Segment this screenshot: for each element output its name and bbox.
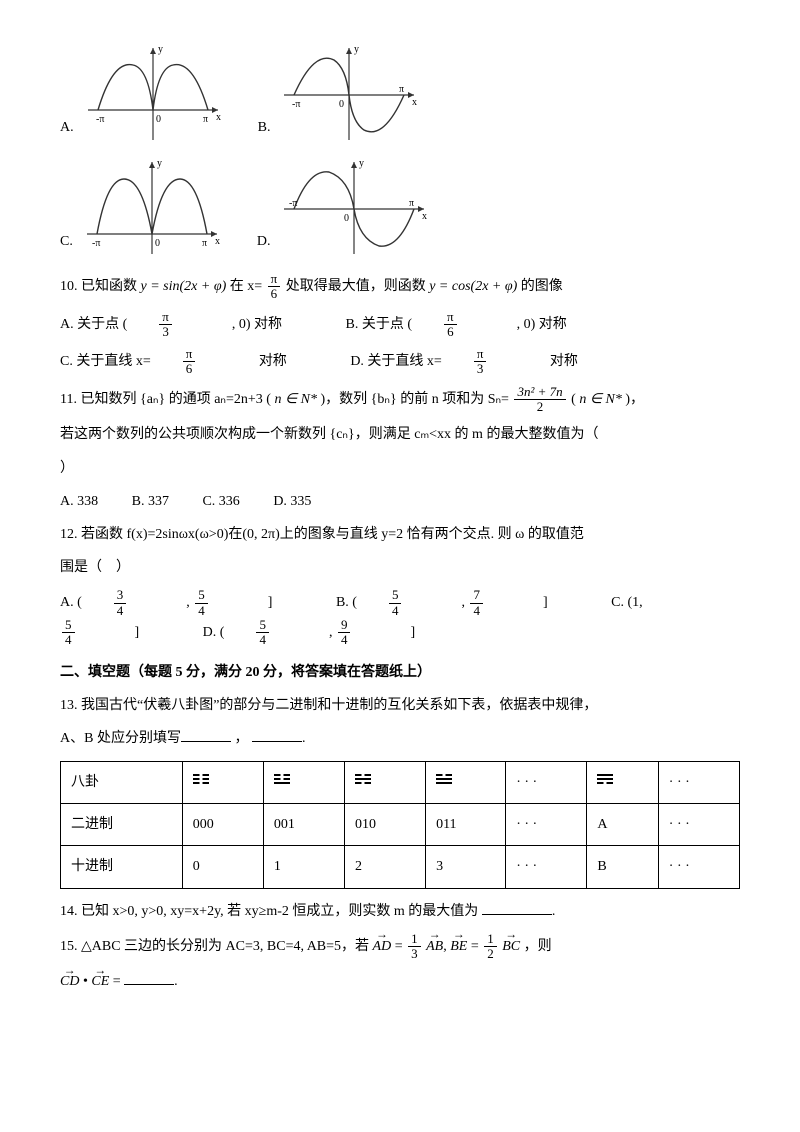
- q9-option-c: C. y -π π 0 x: [60, 154, 227, 264]
- q10-text1: 已知函数: [81, 279, 141, 294]
- svg-text:y: y: [158, 44, 163, 55]
- q9-label-d: D.: [257, 229, 271, 264]
- q11-optA: A. 338: [60, 494, 98, 509]
- q12-optB: B. (54, 74]: [336, 595, 581, 610]
- q11-text4: )，: [625, 392, 644, 407]
- q11-nin2: n ∈ N*: [579, 392, 622, 407]
- svg-text:-π: -π: [289, 198, 297, 209]
- q10-text2: 在 x=: [230, 279, 262, 294]
- q9-label-c: C.: [60, 229, 73, 264]
- q11-num: 11.: [60, 392, 77, 407]
- frac-sn: 3n² + 7n2: [514, 385, 565, 415]
- q12-options: A. (34, 54] B. (54, 74] C. (1, 54] D. (5…: [60, 588, 740, 647]
- q11: 11. 已知数列 {aₙ} 的通项 aₙ=2n+3 ( n ∈ N* )，数列 …: [60, 385, 740, 415]
- svg-text:π: π: [202, 238, 207, 249]
- svg-text:0: 0: [155, 238, 160, 249]
- graph-a: y -π π 0 x: [78, 40, 228, 150]
- table-row: 十进制 0 1 2 3 · · · B · · ·: [61, 846, 740, 888]
- cell-h1: 八卦: [61, 762, 183, 804]
- q9-option-a: A. y -π π 0 x: [60, 40, 228, 150]
- blank-q14[interactable]: [482, 900, 552, 915]
- q12-line2: 围是（ ）: [60, 555, 740, 580]
- svg-text:π: π: [203, 114, 208, 125]
- q11-text2: )，数列 {bₙ} 的前 n 项和为 Sₙ=: [321, 392, 509, 407]
- q12-optA: A. (34, 54]: [60, 595, 306, 610]
- q13-line2: A、B 处应分别填写 ， .: [60, 726, 740, 751]
- q10: 10. 已知函数 y = sin(2x + φ) 在 x= π6 处取得最大值，…: [60, 272, 740, 302]
- q11-text1: 已知数列 {aₙ} 的通项 aₙ=2n+3 (: [80, 392, 274, 407]
- cell-h3: 十进制: [61, 846, 183, 888]
- svg-text:x: x: [215, 236, 220, 247]
- svg-text:0: 0: [344, 213, 349, 224]
- trigram-cell: [587, 762, 658, 804]
- graph-c: y -π π 0 x: [77, 154, 227, 264]
- q9-label-a: A.: [60, 115, 74, 150]
- q10-optC: C. 关于直线 x=π6 对称: [60, 354, 320, 369]
- q10-text3: 处取得最大值，则函数: [286, 279, 430, 294]
- q11-optB: B. 337: [132, 494, 169, 509]
- table-row: 二进制 000 001 010 011 · · · A · · ·: [61, 804, 740, 846]
- svg-text:π: π: [409, 198, 414, 209]
- svg-text:-π: -π: [292, 99, 300, 110]
- q10-func2: y = cos(2x + φ): [429, 279, 517, 294]
- section2-title: 二、填空题（每题 5 分，满分 20 分，将答案填在答题纸上）: [60, 660, 740, 685]
- q9-option-b: B. y -π π 0 x: [258, 40, 425, 150]
- q11-line3: ）: [60, 456, 740, 481]
- vec-cd: CD: [60, 969, 79, 994]
- vec-ce: CE: [91, 969, 109, 994]
- vec-bc: BC: [502, 934, 520, 959]
- cell-dots: · · ·: [658, 762, 739, 804]
- frac-pi-6: π6: [268, 272, 281, 302]
- q15-line2: CD • CE = .: [60, 969, 740, 994]
- q11-nin1: n ∈ N*: [274, 392, 317, 407]
- vec-ad: AD: [373, 934, 392, 959]
- q14: 14. 已知 x>0, y>0, xy=x+2y, 若 xy≥m-2 恒成立，则…: [60, 899, 740, 924]
- svg-text:y: y: [354, 44, 359, 55]
- q13-line1: 13. 我国古代“伏羲八卦图”的部分与二进制和十进制的互化关系如下表，依据表中规…: [60, 693, 740, 718]
- q10-optD: D. 关于直线 x=π3 对称: [350, 354, 608, 369]
- svg-text:y: y: [359, 158, 364, 169]
- q10-options-row1: A. 关于点 (π3, 0) 对称 B. 关于点 (π6, 0) 对称: [60, 310, 740, 340]
- q9-label-b: B.: [258, 115, 271, 150]
- blank-b[interactable]: [252, 727, 302, 742]
- q12-line1: 12. 若函数 f(x)=2sinωx(ω>0)在(0, 2π)上的图象与直线 …: [60, 522, 740, 547]
- trigram-cell: [263, 762, 344, 804]
- svg-text:-π: -π: [92, 238, 100, 249]
- q15-line1: 15. △ABC 三边的长分别为 AC=3, BC=4, AB=5，若 AD =…: [60, 932, 740, 962]
- vec-ab: AB: [426, 934, 443, 959]
- q11-line2: 若这两个数列的公共项顺次构成一个新数列 {cₙ}，则满足 cₘ<xx 的 m 的…: [60, 422, 740, 447]
- q10-func1: y = sin(2x + φ): [141, 279, 227, 294]
- vec-be: BE: [450, 934, 467, 959]
- q11-options: A. 338 B. 337 C. 336 D. 335: [60, 489, 740, 514]
- trigram-cell: [426, 762, 506, 804]
- trigram-cell: [344, 762, 425, 804]
- cell-h2: 二进制: [61, 804, 183, 846]
- q10-options-row2: C. 关于直线 x=π6 对称 D. 关于直线 x=π3 对称: [60, 347, 740, 377]
- q10-num: 10.: [60, 279, 78, 294]
- cell-dots: · · ·: [506, 762, 587, 804]
- q10-text4: 的图像: [521, 279, 563, 294]
- q9-option-d: D. y -π π 0 x: [257, 154, 435, 264]
- trigram-cell: [182, 762, 263, 804]
- blank-a[interactable]: [181, 727, 231, 742]
- q10-optB: B. 关于点 (π6, 0) 对称: [346, 317, 597, 332]
- svg-text:x: x: [412, 97, 417, 108]
- table-row: 八卦 · · · · · ·: [61, 762, 740, 804]
- svg-text:0: 0: [156, 114, 161, 125]
- q9-graphs: A. y -π π 0 x B. y: [60, 40, 740, 264]
- bagua-table: 八卦 · · · · · · 二进制 000 001 010 011 · · ·…: [60, 761, 740, 889]
- q11-optD: D. 335: [273, 494, 311, 509]
- q10-optA: A. 关于点 (π3, 0) 对称: [60, 317, 316, 332]
- svg-text:-π: -π: [96, 114, 104, 125]
- blank-q15[interactable]: [124, 970, 174, 985]
- svg-text:π: π: [399, 84, 404, 95]
- svg-text:0: 0: [339, 99, 344, 110]
- graph-d: y -π π 0 x: [274, 154, 434, 264]
- graph-b: y -π π 0 x: [274, 40, 424, 150]
- svg-text:x: x: [422, 211, 427, 222]
- svg-text:x: x: [216, 112, 221, 123]
- q12-optD: D. (54, 94]: [203, 625, 445, 640]
- svg-text:y: y: [157, 158, 162, 169]
- q11-optC: C. 336: [202, 494, 239, 509]
